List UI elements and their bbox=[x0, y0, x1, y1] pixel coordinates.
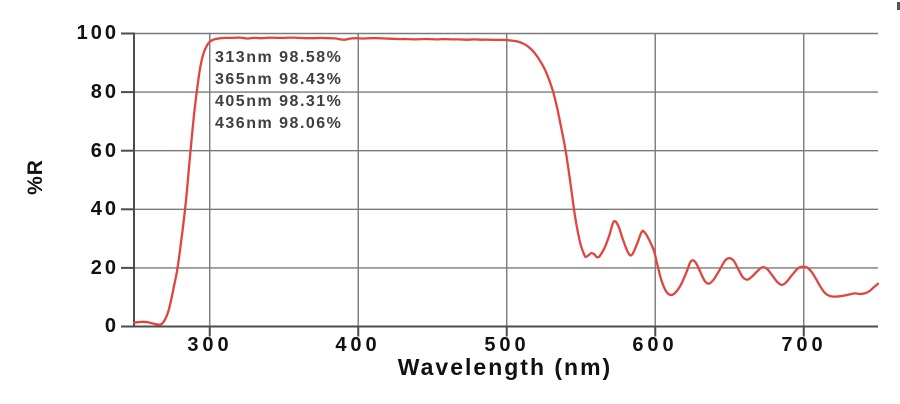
y-tick-label-60: 60 bbox=[90, 140, 119, 162]
annotation-readout: 313nm 98.58% 365nm 98.43% 405nm 98.31% 4… bbox=[215, 47, 342, 135]
annotation-line-405nm: 405nm 98.31% bbox=[215, 93, 343, 110]
y-tick-label-40: 40 bbox=[90, 198, 119, 220]
y-tick-label-100: 100 bbox=[76, 22, 119, 44]
y-tick-label-20: 20 bbox=[90, 257, 119, 279]
x-tick-label-500: 500 bbox=[484, 334, 530, 356]
annotation-line-313nm: 313nm 98.58% bbox=[215, 49, 343, 66]
y-axis-title: %R bbox=[24, 159, 47, 195]
y-tick-label-80: 80 bbox=[90, 81, 119, 103]
x-tick-label-600: 600 bbox=[632, 334, 678, 356]
annotation-line-436nm: 436nm 98.06% bbox=[215, 115, 343, 132]
edge-artifact bbox=[897, 2, 900, 10]
reflectance-curve bbox=[132, 36, 880, 326]
x-axis-title: Wavelength (nm) bbox=[397, 354, 613, 380]
x-tick-label-700: 700 bbox=[781, 334, 827, 356]
x-tick-label-400: 400 bbox=[335, 334, 381, 356]
y-tick-label-0: 0 bbox=[104, 315, 119, 337]
x-tick-label-300: 300 bbox=[187, 334, 233, 356]
annotation-line-365nm: 365nm 98.43% bbox=[215, 71, 343, 88]
